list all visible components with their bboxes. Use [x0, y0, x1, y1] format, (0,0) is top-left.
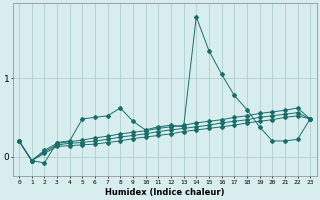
X-axis label: Humidex (Indice chaleur): Humidex (Indice chaleur) — [105, 188, 224, 197]
